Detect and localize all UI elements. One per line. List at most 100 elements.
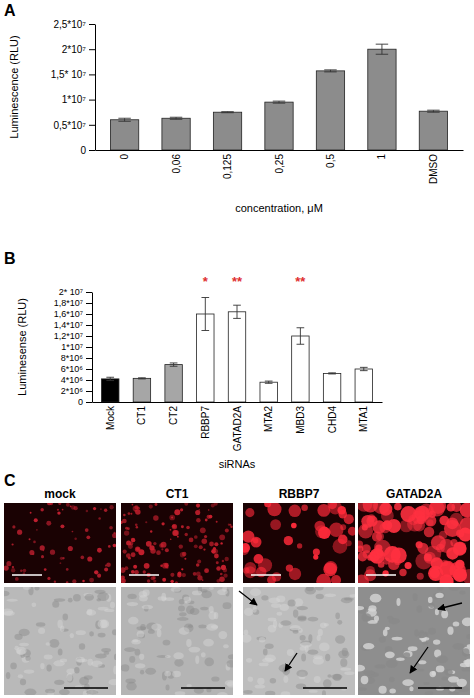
cell-signal — [175, 581, 178, 583]
x-axis-title: concentration, μM — [235, 202, 323, 214]
cell-outline — [114, 654, 116, 660]
cell-outline — [340, 659, 347, 667]
cell-signal — [184, 558, 186, 560]
arrow — [239, 591, 257, 605]
cell-outline — [445, 669, 453, 675]
cell-signal — [314, 521, 325, 532]
cell-outline — [385, 651, 395, 658]
cell-signal — [131, 552, 136, 557]
cell-outline — [142, 589, 149, 596]
x-tick-label: GATAD2A — [232, 406, 243, 452]
cell-signal — [17, 530, 22, 535]
x-tick: GATAD2A — [232, 402, 243, 451]
cell-outline — [173, 652, 183, 659]
cell-signal — [109, 526, 113, 530]
bar — [265, 102, 293, 150]
cell-signal — [184, 503, 188, 506]
cell-outline — [164, 671, 171, 676]
cell-outline — [396, 658, 405, 661]
cell-signal — [405, 562, 412, 569]
cell-outline — [317, 635, 321, 641]
cell-signal — [194, 535, 198, 539]
cell-signal — [229, 524, 231, 526]
cell-outline — [6, 672, 11, 679]
error-cap — [427, 112, 439, 113]
x-tick: CT1 — [136, 402, 147, 425]
cell-outline — [361, 613, 371, 622]
cell-signal — [108, 545, 111, 548]
cell-outline — [67, 673, 73, 682]
cell-signal — [439, 539, 453, 553]
cell-outline — [282, 666, 290, 675]
cell-signal — [145, 521, 147, 523]
fluorescence-image — [243, 503, 355, 583]
cell-outline — [174, 659, 183, 667]
cell-outline — [363, 643, 374, 649]
y-tick: 4*10⁶ — [61, 375, 92, 385]
cell-outline — [408, 646, 418, 651]
cell-signal — [32, 553, 34, 555]
image-background — [358, 587, 470, 695]
x-tick-label: CHD4 — [327, 406, 338, 434]
x-axis-title: siRNAs — [219, 458, 256, 470]
cell-signal — [417, 573, 424, 580]
error-stem — [205, 298, 206, 331]
cell-outline — [98, 633, 106, 638]
cell-outline — [204, 658, 214, 667]
x-tick: MTA2 — [263, 402, 274, 432]
y-tick: 1*10⁷ — [62, 94, 95, 105]
y-tick-label: 1*10⁷ — [61, 342, 83, 352]
y-tick-mark — [89, 100, 95, 101]
y-tick: 2*10⁶ — [61, 386, 92, 396]
cell-signal — [136, 526, 138, 528]
cell-signal — [50, 550, 55, 555]
error-cap — [427, 110, 439, 111]
cell-signal — [289, 505, 302, 518]
error-cap — [221, 111, 233, 112]
cell-signal — [214, 554, 219, 559]
cell-outline — [145, 668, 156, 675]
cell-signal — [72, 531, 74, 533]
y-tick-mark — [86, 303, 92, 304]
error-cap — [201, 297, 209, 298]
error-stem — [110, 377, 111, 380]
bar — [323, 373, 340, 402]
cell-outline — [322, 690, 326, 695]
cell-signal — [41, 555, 44, 558]
y-tick-label: 8*10⁶ — [61, 353, 84, 363]
cell-outline — [31, 602, 36, 607]
cell-signal — [225, 529, 229, 533]
cell-signal — [200, 527, 206, 533]
cell-outline — [140, 624, 145, 631]
cell-signal — [374, 540, 391, 557]
cell-outline — [223, 644, 229, 648]
error-stem — [124, 118, 125, 121]
x-tick-label: DMSO — [428, 154, 439, 184]
cell-signal — [71, 505, 76, 510]
cell-signal — [358, 524, 373, 539]
cell-signal — [159, 543, 164, 548]
cell-outline — [316, 594, 324, 599]
cell-outline — [140, 670, 144, 675]
fluorescence-image — [4, 503, 116, 583]
x-tick-label: CT2 — [168, 406, 179, 425]
error-bar — [201, 298, 209, 331]
cell-signal — [6, 561, 11, 566]
cell-outline — [186, 639, 191, 647]
cell-signal — [313, 548, 320, 555]
scale-bar — [303, 687, 347, 689]
cell-outline — [467, 644, 470, 647]
cell-signal — [172, 524, 176, 528]
cell-outline — [436, 655, 448, 663]
bar — [213, 112, 241, 150]
cell-outline — [206, 623, 217, 630]
cell-outline — [429, 603, 435, 608]
y-tick-mark — [86, 358, 92, 359]
cell-signal — [60, 524, 64, 528]
panel-label: A — [4, 2, 16, 19]
cell-outline — [386, 659, 398, 668]
cell-outline — [200, 607, 208, 611]
cell-signal — [104, 567, 108, 571]
cell-outline — [73, 594, 81, 601]
x-tick-label: 1 — [376, 154, 387, 160]
